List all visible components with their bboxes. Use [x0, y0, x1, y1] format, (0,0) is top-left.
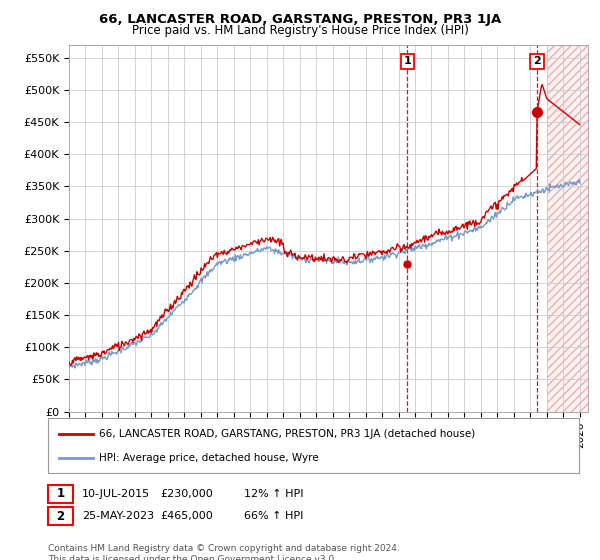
Text: 2: 2 [56, 510, 65, 523]
Text: 25-MAY-2023: 25-MAY-2023 [82, 511, 154, 521]
Text: 10-JUL-2015: 10-JUL-2015 [82, 489, 151, 499]
Text: 1: 1 [56, 487, 65, 501]
Text: HPI: Average price, detached house, Wyre: HPI: Average price, detached house, Wyre [99, 453, 319, 463]
Text: Contains HM Land Registry data © Crown copyright and database right 2024.
This d: Contains HM Land Registry data © Crown c… [48, 544, 400, 560]
Text: Price paid vs. HM Land Registry's House Price Index (HPI): Price paid vs. HM Land Registry's House … [131, 24, 469, 37]
Text: 66, LANCASTER ROAD, GARSTANG, PRESTON, PR3 1JA: 66, LANCASTER ROAD, GARSTANG, PRESTON, P… [99, 13, 501, 26]
Text: 2: 2 [533, 57, 541, 66]
Text: 12% ↑ HPI: 12% ↑ HPI [244, 489, 304, 499]
Text: 66% ↑ HPI: 66% ↑ HPI [244, 511, 304, 521]
Text: 66, LANCASTER ROAD, GARSTANG, PRESTON, PR3 1JA (detached house): 66, LANCASTER ROAD, GARSTANG, PRESTON, P… [99, 429, 475, 438]
Text: 1: 1 [403, 57, 411, 66]
Text: £465,000: £465,000 [160, 511, 213, 521]
Text: £230,000: £230,000 [160, 489, 213, 499]
